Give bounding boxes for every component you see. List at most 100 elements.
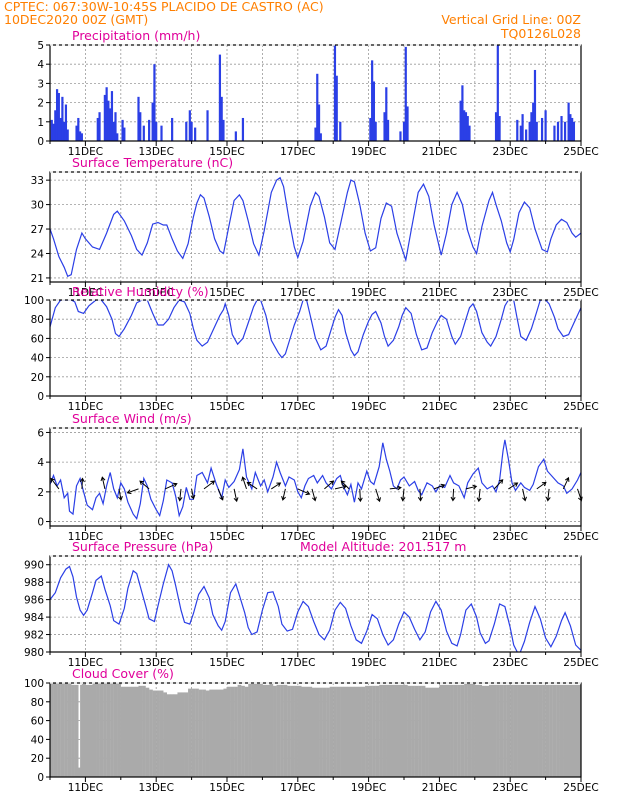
y-tick-label: 982	[24, 630, 44, 642]
wind-vector	[493, 479, 504, 490]
cloud-bar	[180, 692, 185, 777]
x-tick-label: 13DEC	[138, 146, 173, 158]
cloud-bar	[149, 689, 153, 777]
cloud-bar	[404, 684, 408, 777]
cloud-bar	[173, 694, 178, 777]
cloud-bar	[460, 684, 465, 777]
cloud-bar	[474, 684, 479, 777]
precip-bar	[78, 131, 82, 141]
cloud-bar	[117, 683, 121, 777]
precip-bar	[234, 131, 237, 141]
cloud-bar	[110, 683, 114, 777]
precip-bar	[218, 54, 222, 141]
precip-bar	[528, 121, 531, 141]
wind-vector	[508, 482, 519, 490]
cloud-bar	[273, 685, 277, 777]
cloud-bar	[457, 684, 461, 777]
wind-vector	[203, 480, 216, 490]
cloud-bar	[538, 684, 543, 777]
cloud-bar	[386, 684, 391, 777]
y-tick-label: 27	[31, 224, 44, 236]
y-tick-label: 24	[31, 248, 45, 260]
cloud-bar	[85, 684, 90, 777]
precip-bar	[560, 116, 563, 141]
cloud-bar	[57, 683, 61, 777]
precip-bar	[544, 110, 547, 141]
cloud-bar	[71, 684, 75, 777]
humidity-panel: Relative Humidity (%) 0 20 40 60 80 100 11DEC 1…	[24, 284, 599, 413]
cloud-bar	[350, 686, 355, 777]
plot-area	[50, 556, 581, 652]
precip-bar	[516, 119, 519, 141]
cloud-bar	[520, 684, 525, 777]
cloud-bar	[127, 686, 132, 777]
x-tick-label: 23DEC	[492, 782, 527, 794]
cloud-bar	[531, 684, 536, 777]
cloud-bar	[563, 684, 568, 777]
station-header: CPTEC: 067:30W-10:45S PLACIDO DE CASTRO …	[4, 0, 324, 14]
x-tick-label: 17DEC	[280, 531, 315, 543]
y-tick-label: 3	[37, 78, 44, 90]
cloud-bar	[290, 685, 295, 777]
precip-bar	[399, 131, 402, 141]
cloud-bar	[534, 684, 539, 777]
precip-bar	[66, 129, 69, 141]
wind-vector	[118, 488, 123, 501]
wind-vector	[465, 484, 478, 490]
precip-bar	[103, 94, 106, 141]
cloud-bar	[152, 690, 157, 777]
cloud-bar	[265, 684, 270, 777]
wind-vector	[271, 482, 282, 490]
cloud-bar	[542, 684, 546, 777]
wind-vector	[233, 488, 239, 503]
cloud-bar	[566, 684, 571, 777]
precip-bar	[80, 133, 83, 141]
cloud-bar	[439, 684, 444, 777]
cloud-bar	[467, 683, 472, 777]
y-tick-label: 5	[37, 40, 44, 52]
cloud-bar	[138, 685, 143, 777]
y-tick-label: 100	[24, 678, 44, 690]
x-tick-label: 17DEC	[280, 782, 315, 794]
cloud-bar	[347, 686, 352, 777]
precip-bar	[63, 121, 66, 141]
y-tick-label: 6	[37, 427, 44, 439]
pressure-panel: Surface Pressure (hPa) Model Altitude: 2…	[24, 539, 599, 669]
wind-vector	[246, 481, 258, 490]
cloud-bar	[251, 683, 256, 777]
cloud-bar	[333, 686, 337, 777]
cloud-bar	[96, 683, 100, 777]
cloud-bar	[195, 688, 199, 777]
x-tick-label: 11DEC	[68, 146, 103, 158]
y-tick-label: 980	[24, 647, 44, 659]
grid-note-header: Vertical Grid Line: 00Z	[441, 12, 581, 27]
y-tick-label: 100	[24, 295, 44, 307]
x-tick-label: 17DEC	[280, 287, 315, 299]
cloud-bar	[425, 687, 429, 777]
cloud-bar	[368, 685, 373, 777]
x-tick-label: 19DEC	[351, 401, 386, 413]
wind-vector	[450, 488, 456, 502]
cloud-bar	[372, 685, 376, 777]
precip-bar	[553, 125, 556, 141]
x-tick-label: 23DEC	[492, 287, 527, 299]
cloud-bar	[237, 684, 242, 777]
wind-vector	[126, 488, 139, 495]
cloud-bar	[478, 684, 483, 777]
x-tick-label: 17DEC	[280, 657, 315, 669]
x-tick-label: 19DEC	[351, 287, 386, 299]
cloud-bar	[428, 687, 433, 777]
precip-bar	[50, 119, 53, 141]
cloud-bar	[248, 683, 252, 777]
cloud-bar	[276, 684, 281, 777]
precip-bar	[171, 117, 174, 141]
cloud-bar	[60, 683, 65, 777]
x-tick-label: 25DEC	[563, 401, 598, 413]
y-tick-label: 21	[31, 273, 44, 285]
precip-bar	[461, 85, 464, 141]
cloud-bar	[319, 687, 323, 777]
y-tick-label: 0	[37, 517, 44, 529]
wind-vector	[241, 476, 247, 490]
y-tick-label: 1	[37, 117, 44, 129]
